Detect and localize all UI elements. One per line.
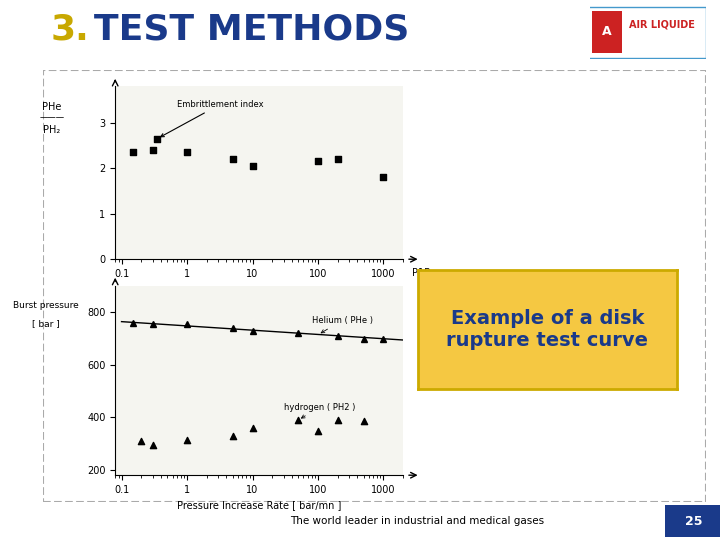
Point <box>378 173 390 181</box>
Point <box>227 155 238 164</box>
Point <box>332 416 343 424</box>
FancyBboxPatch shape <box>665 505 720 537</box>
Point <box>292 416 304 424</box>
FancyBboxPatch shape <box>588 7 706 58</box>
Text: Example of a disk
rupture test curve: Example of a disk rupture test curve <box>446 309 648 350</box>
Text: PH₂: PH₂ <box>43 125 60 134</box>
Point <box>147 441 158 449</box>
X-axis label: Pressure Increase Rate [ bar/mn ]: Pressure Increase Rate [ bar/mn ] <box>177 501 341 510</box>
Point <box>358 417 369 426</box>
Text: A: A <box>602 25 611 38</box>
Text: hydrogen ( PH2 ): hydrogen ( PH2 ) <box>284 403 355 418</box>
Point <box>147 146 158 154</box>
Point <box>181 148 193 157</box>
Text: ———: ——— <box>40 113 64 122</box>
Text: [ bar ]: [ bar ] <box>32 320 60 328</box>
Text: P1R: P1R <box>412 268 431 278</box>
Point <box>312 426 324 435</box>
Point <box>332 155 343 164</box>
Point <box>247 161 258 170</box>
Point <box>135 437 147 445</box>
Point <box>151 134 163 143</box>
Text: PHe: PHe <box>42 102 61 112</box>
Point <box>227 431 238 440</box>
Point <box>247 423 258 432</box>
Text: Embrittlement index: Embrittlement index <box>161 100 264 137</box>
Point <box>181 435 193 444</box>
Point <box>127 148 139 157</box>
Text: Helium ( PHe ): Helium ( PHe ) <box>312 316 373 333</box>
Text: TEST METHODS: TEST METHODS <box>94 12 409 46</box>
Text: The world leader in industrial and medical gases: The world leader in industrial and medic… <box>291 516 544 526</box>
Text: 3.: 3. <box>50 12 89 46</box>
Text: 25: 25 <box>685 515 703 528</box>
Point <box>312 157 324 166</box>
Text: AIR LIQUIDE: AIR LIQUIDE <box>629 19 695 29</box>
FancyBboxPatch shape <box>592 11 621 53</box>
Text: Burst pressure: Burst pressure <box>13 301 79 309</box>
